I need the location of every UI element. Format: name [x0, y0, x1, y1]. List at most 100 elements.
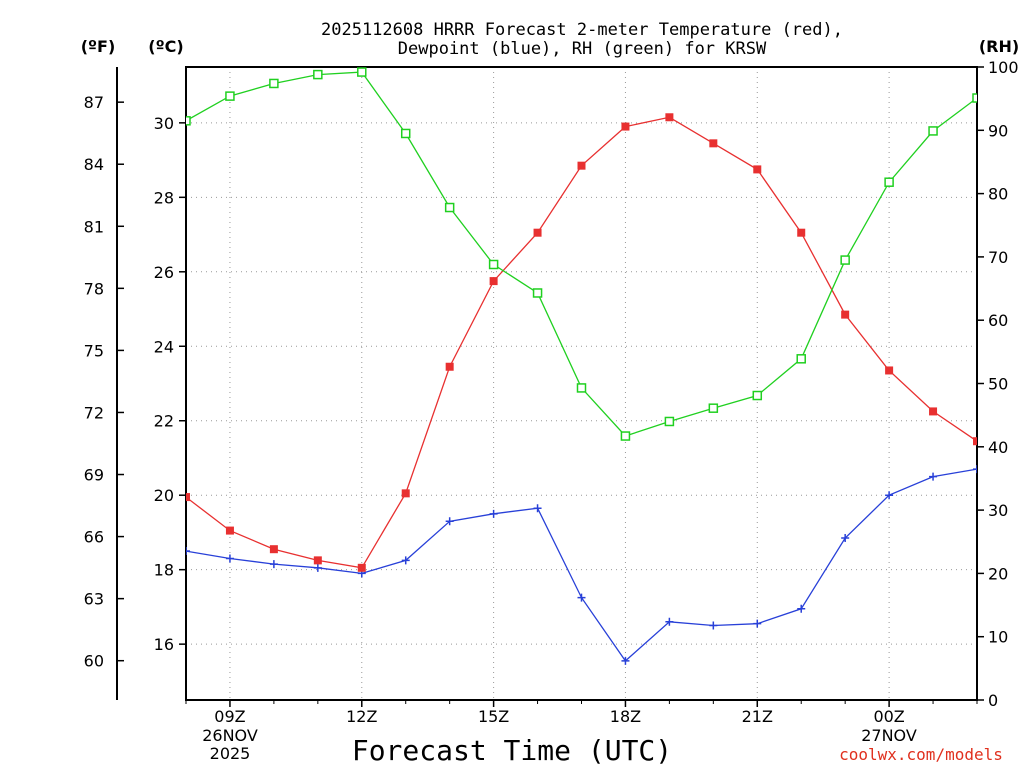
temperature-point	[186, 493, 190, 502]
temperature-point	[973, 437, 977, 446]
rh-point	[840, 255, 850, 265]
temperature-series	[186, 113, 977, 572]
temperature-point	[533, 228, 542, 237]
dewpoint-point	[709, 621, 718, 630]
rh-tick-label: 60	[988, 311, 1008, 330]
celsius-tick-label: 22	[154, 412, 174, 431]
axis-ticks: 16 18 20 22 24 26 28 30 60 63 66 69 72 75 78 81 84 87 0 10 2…	[84, 58, 1019, 726]
dewpoint-point	[313, 563, 322, 572]
time-tick-label: 00Z	[873, 707, 904, 726]
rh-point	[576, 383, 587, 393]
dewpoint-point	[445, 517, 454, 526]
dewpoint-point	[841, 534, 850, 543]
rh-point	[972, 93, 977, 103]
rh-tick-label: 50	[988, 375, 1008, 394]
rh-point	[186, 116, 191, 126]
temperature-point	[665, 113, 674, 122]
fahrenheit-tick-label: 69	[84, 466, 104, 485]
temperature-point	[313, 556, 322, 565]
temperature-point	[753, 165, 762, 174]
temperature-point	[269, 545, 278, 554]
credit-link[interactable]: coolwx.com/models	[839, 745, 1003, 764]
rh-point	[225, 91, 235, 101]
temperature-line	[186, 116, 977, 569]
temperature-point	[225, 526, 234, 535]
celsius-tick-label: 28	[154, 188, 174, 207]
celsius-tick-label: 16	[154, 635, 174, 654]
celsius-tick-label: 20	[154, 486, 174, 505]
rh-point	[620, 431, 631, 441]
fahrenheit-tick-label: 63	[84, 590, 104, 609]
dewpoint-point	[929, 472, 938, 481]
rh-tick-label: 10	[988, 628, 1008, 647]
dewpoint-point	[753, 619, 762, 628]
fahrenheit-tick-label: 72	[84, 403, 104, 422]
rh-tick-label: 0	[988, 691, 998, 710]
fahrenheit-tick-label: 60	[84, 652, 104, 671]
rh-series	[186, 67, 977, 441]
rh-point	[357, 67, 367, 77]
next-date-label: 27NOV	[861, 726, 917, 745]
rh-tick-label: 30	[988, 501, 1008, 520]
dewpoint-point	[577, 593, 586, 602]
dewpoint-point	[401, 556, 410, 565]
dewpoint-point	[489, 509, 498, 518]
chart-title-line2: Dewpoint (blue), RH (green) for KRSW	[398, 39, 767, 59]
rh-point	[313, 69, 323, 80]
temperature-point	[357, 563, 366, 572]
rh-point	[444, 202, 455, 213]
x-axis-title: Forecast Time (UTC)	[352, 734, 672, 767]
rh-point	[400, 128, 411, 139]
dewpoint-point	[186, 547, 190, 556]
temperature-point	[929, 407, 938, 416]
rh-point	[532, 288, 543, 298]
temperature-point	[709, 139, 718, 148]
rh-unit-label: (RH)	[979, 37, 1019, 56]
time-tick-label: 18Z	[610, 707, 641, 726]
rh-tick-label: 20	[988, 564, 1008, 583]
temperature-point	[885, 366, 894, 375]
rh-tick-label: 40	[988, 438, 1008, 457]
start-date-label: 26NOV	[202, 726, 258, 745]
temperature-point	[445, 362, 454, 371]
fahrenheit-tick-label: 81	[84, 217, 104, 236]
dewpoint-point	[797, 604, 806, 613]
celsius-tick-label: 30	[154, 114, 174, 133]
rh-tick-label: 80	[988, 185, 1008, 204]
dewpoint-series	[186, 465, 977, 665]
time-tick-label: 15Z	[478, 707, 509, 726]
fahrenheit-tick-label: 78	[84, 279, 104, 298]
fahrenheit-tick-label: 84	[84, 155, 104, 174]
rh-tick-label: 70	[988, 248, 1008, 267]
dewpoint-point	[885, 491, 894, 500]
fahrenheit-unit-label: (ºF)	[81, 37, 116, 56]
chart-title-line1: 2025112608 HRRR Forecast 2-meter Tempera…	[321, 20, 843, 40]
temperature-point	[401, 489, 410, 498]
rh-point	[928, 126, 938, 136]
rh-tick-label: 90	[988, 121, 1008, 140]
rh-point	[752, 390, 763, 401]
time-tick-label: 12Z	[346, 707, 377, 726]
dewpoint-point	[665, 617, 674, 626]
rh-point	[269, 78, 279, 89]
temperature-point	[621, 122, 630, 131]
time-tick-label: 09Z	[214, 707, 245, 726]
rh-point	[708, 403, 719, 413]
dewpoint-point	[973, 465, 977, 474]
start-year-label: 2025	[210, 744, 251, 763]
dewpoint-point	[533, 504, 542, 513]
dewpoint-point	[225, 554, 234, 563]
rh-line	[186, 71, 977, 437]
celsius-tick-label: 18	[154, 561, 174, 580]
time-tick-label: 21Z	[742, 707, 773, 726]
dewpoint-point	[621, 656, 630, 665]
temperature-point	[489, 277, 498, 286]
temperature-point	[577, 161, 586, 170]
rh-point	[884, 177, 894, 187]
rh-tick-label: 100	[988, 58, 1019, 77]
rh-point	[664, 416, 675, 427]
celsius-unit-label: (ºC)	[148, 37, 183, 56]
celsius-tick-label: 26	[154, 263, 174, 282]
rh-point	[796, 354, 806, 364]
